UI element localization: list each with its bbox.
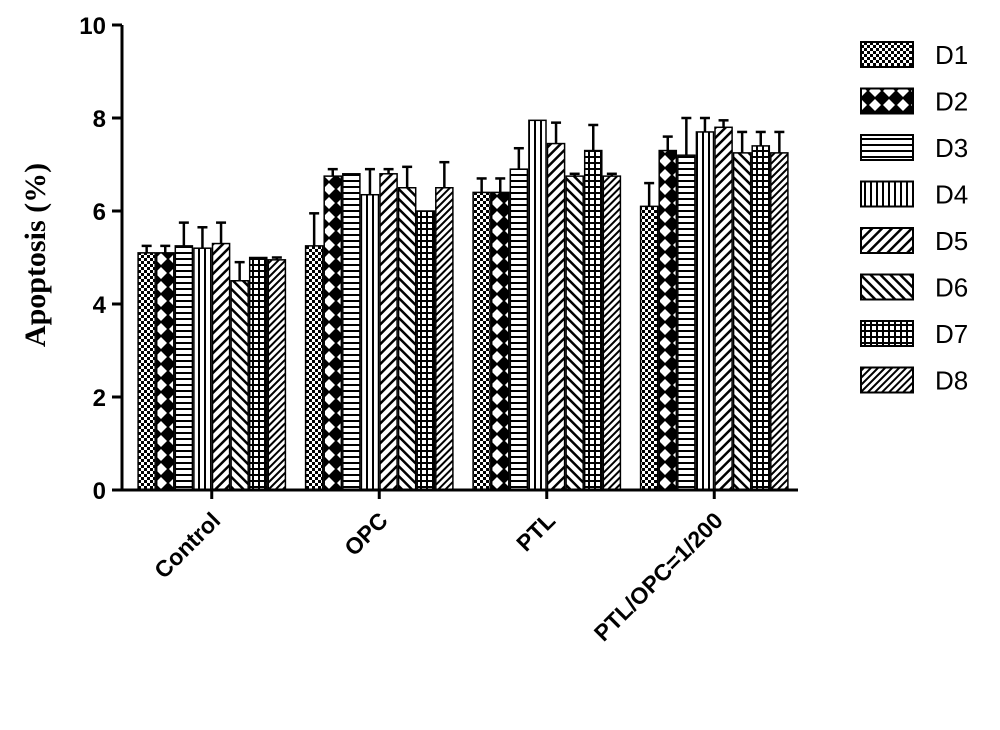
bar-d8 <box>267 259 287 491</box>
bar-d1 <box>304 245 324 491</box>
bar-d5 <box>546 142 566 491</box>
bar-d4 <box>360 193 380 491</box>
legend-label: D1 <box>935 40 968 70</box>
legend-label: D4 <box>935 180 968 210</box>
bar-d7 <box>248 256 268 491</box>
x-tick-label: PTL <box>511 507 560 556</box>
legend-swatch-d2 <box>860 87 914 115</box>
bar-d3 <box>509 168 529 491</box>
bar-d4 <box>695 131 715 491</box>
bar-d1 <box>137 252 156 491</box>
bar-d8 <box>602 175 622 491</box>
bar-d7 <box>583 149 603 491</box>
legend-swatch-d3 <box>860 134 914 161</box>
legend-swatch-d6 <box>860 273 914 301</box>
bar-d3 <box>677 154 696 491</box>
y-tick-label: 4 <box>93 292 107 319</box>
legend-swatch-d1 <box>860 41 914 68</box>
x-tick-label: Control <box>149 507 225 583</box>
x-tick-label: PTL/OPC=1/200 <box>589 507 728 646</box>
legend-swatch-d8 <box>860 366 914 394</box>
bar-d2 <box>323 175 343 491</box>
y-tick-label: 6 <box>93 199 106 226</box>
bar-d6 <box>732 152 752 491</box>
bar-d7 <box>416 210 436 491</box>
bar-d8 <box>435 187 454 491</box>
y-tick-label: 10 <box>79 13 106 40</box>
legend-label: D6 <box>935 273 968 303</box>
legend-label: D8 <box>935 366 968 396</box>
bar-d6 <box>565 175 584 491</box>
legend-swatch-d5 <box>860 227 914 254</box>
y-axis-label: Apoptosis (%) <box>19 163 52 347</box>
legend-label: D7 <box>935 319 968 349</box>
y-tick-label: 0 <box>93 478 106 505</box>
bar-d7 <box>751 145 771 491</box>
bar-d6 <box>230 280 249 491</box>
legend-swatch-d7 <box>860 320 914 347</box>
bar-d8 <box>770 152 789 491</box>
legend-label: D5 <box>935 226 968 256</box>
bar-d5 <box>211 242 231 491</box>
bar-d1 <box>472 191 491 491</box>
legend-label: D2 <box>935 87 968 117</box>
bars <box>137 116 789 491</box>
bar-d2 <box>490 191 510 491</box>
legend-swatch-d4 <box>860 180 914 208</box>
bar-d4 <box>193 247 212 491</box>
bar-d5 <box>714 126 733 491</box>
x-tick-label: OPC <box>339 507 393 561</box>
bar-d6 <box>397 187 417 491</box>
y-tick-label: 2 <box>93 385 106 412</box>
bar-d1 <box>639 205 659 491</box>
bar-d4 <box>528 119 547 491</box>
y-tick-label: 8 <box>93 106 106 133</box>
bar-d5 <box>379 173 398 491</box>
bar-d2 <box>155 252 175 491</box>
bar-d3 <box>342 173 361 491</box>
legend-label: D3 <box>935 133 968 163</box>
bar-d2 <box>658 149 678 491</box>
bar-d3 <box>174 245 194 491</box>
y-axis: 0 2 4 6 8 10 <box>79 13 124 505</box>
legend: D1 D2 D3 D4 D5 D6 D7 D8 <box>860 40 968 396</box>
x-axis: Control OPC PTL PTL/OPC=1/200 <box>121 488 798 646</box>
